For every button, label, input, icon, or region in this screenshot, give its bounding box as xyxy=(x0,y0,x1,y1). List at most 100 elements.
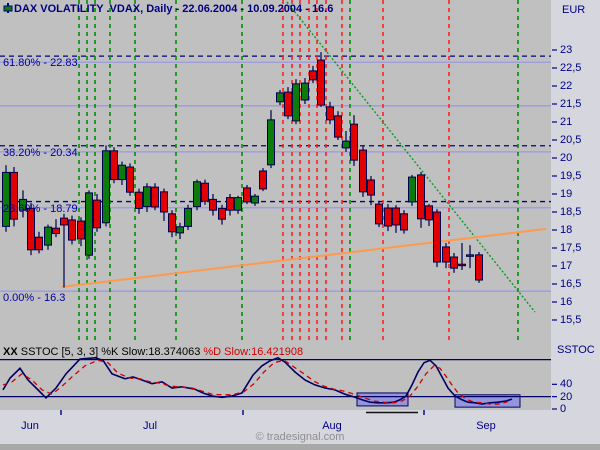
candle-body xyxy=(27,207,35,251)
candle-body xyxy=(201,182,209,202)
candle-body xyxy=(85,192,93,256)
candle-body xyxy=(309,70,317,81)
candle-body xyxy=(2,171,10,227)
candle-body xyxy=(143,186,151,208)
candle-body xyxy=(267,119,275,166)
candle-body xyxy=(168,213,176,233)
candle-body xyxy=(102,150,110,224)
price-tick-label: 21 xyxy=(560,116,573,128)
candle-body xyxy=(417,174,425,220)
fib-level-label: 61.80% - 22.83 xyxy=(3,57,78,70)
stoch-d-line xyxy=(2,359,513,405)
candle-body xyxy=(408,176,416,203)
stochastic-d-label: %D Slow:16.421908 xyxy=(203,346,304,358)
candle-body xyxy=(458,263,466,267)
fib-level-label: 38.20% - 20.34 xyxy=(3,146,78,159)
watermark: © tradesignal.com xyxy=(255,431,345,443)
candle-body xyxy=(400,213,408,231)
time-axis-strip xyxy=(0,410,600,444)
candle-body xyxy=(466,254,474,257)
candle-body xyxy=(60,217,68,226)
price-tick-label: 22,5 xyxy=(560,62,582,74)
stochastic-axis-label: SSTOC xyxy=(557,344,595,356)
candle-body xyxy=(342,140,350,149)
price-tick-label: 15,5 xyxy=(560,314,582,326)
candle-body xyxy=(276,92,284,103)
fib-level-label: 23.60% - 18.79 xyxy=(3,202,78,215)
stoch-tick-label: 40 xyxy=(560,378,573,391)
oversold-zone xyxy=(454,394,521,408)
month-label: Aug xyxy=(322,420,342,432)
candle-body xyxy=(367,179,375,196)
price-tick-label: 20 xyxy=(560,152,573,164)
candle-body xyxy=(35,236,43,251)
stochastic-k-label: SSTOC [5, 3, 3] %K Slow:18.374063 xyxy=(20,346,201,358)
candle-body xyxy=(384,207,392,227)
price-tick-label: 21,5 xyxy=(560,98,582,110)
month-label: Sep xyxy=(476,420,496,432)
candle-body xyxy=(77,220,85,240)
price-tick-label: 17 xyxy=(560,260,573,272)
candle-body xyxy=(392,207,400,226)
chart-icon xyxy=(3,5,13,12)
price-tick-label: 19 xyxy=(560,188,573,200)
indicator-icon: XX xyxy=(3,346,18,358)
candle-body xyxy=(93,199,101,229)
bottom-bar xyxy=(0,444,600,450)
candle-body xyxy=(151,186,159,208)
candle-body xyxy=(209,198,217,211)
candle-body xyxy=(292,83,300,122)
price-tick-label: 20,5 xyxy=(560,134,582,146)
stoch-tick-label: 0 xyxy=(560,403,567,415)
candle-body xyxy=(425,205,433,221)
price-tick-label: 18 xyxy=(560,224,573,236)
candle-body xyxy=(375,203,383,225)
candle-body xyxy=(176,226,184,234)
price-tick-label: 23 xyxy=(560,44,573,56)
candle-body xyxy=(44,226,52,246)
price-axis-strip xyxy=(551,0,600,444)
price-tick-label: 22 xyxy=(560,80,573,92)
candle-body xyxy=(126,166,134,193)
candle-body xyxy=(475,254,483,281)
candle-body xyxy=(442,246,450,263)
candle-body xyxy=(284,91,292,117)
candle-body xyxy=(193,181,201,208)
price-tick-label: 18,5 xyxy=(560,206,582,218)
candle-body xyxy=(68,219,76,241)
candle-body xyxy=(326,106,334,121)
candle-body xyxy=(118,164,126,181)
candle-body xyxy=(450,256,458,269)
candle-body xyxy=(433,211,441,263)
candle-body xyxy=(52,227,60,235)
candle-body xyxy=(234,197,242,211)
chart-title: DAX VOLATILITY .VDAX, Daily - 22.06.2004… xyxy=(14,3,333,15)
candle-body xyxy=(218,207,226,220)
candle-body xyxy=(243,187,251,203)
candle-body xyxy=(160,191,168,213)
candle-body xyxy=(226,197,234,211)
stochastic-header: XX SSTOC [5, 3, 3] %K Slow:18.374063 %D … xyxy=(3,346,303,358)
currency-label: EUR xyxy=(562,4,586,16)
candle-body xyxy=(251,195,259,204)
trendline-support xyxy=(61,227,547,288)
price-tick-label: 19,5 xyxy=(560,170,582,182)
candle-body xyxy=(19,198,27,211)
candle-body xyxy=(334,115,342,138)
stoch-k-line xyxy=(2,356,513,405)
candle-body xyxy=(359,149,367,193)
month-label: Jul xyxy=(142,420,158,432)
candle-body xyxy=(184,207,192,227)
month-label: Jun xyxy=(21,420,39,432)
fib-level-label: 0.00% - 16.3 xyxy=(3,292,66,305)
price-tick-label: 17,5 xyxy=(560,242,582,254)
candle-body xyxy=(350,123,358,161)
candle-body xyxy=(110,150,118,181)
price-tick-label: 16,5 xyxy=(560,278,582,290)
candle-body xyxy=(317,59,325,106)
stoch-tick-label: 20 xyxy=(560,390,573,403)
candle-body xyxy=(259,170,267,190)
chart-title-text: DAX VOLATILITY .VDAX, Daily - 22.06.2004… xyxy=(14,3,334,15)
